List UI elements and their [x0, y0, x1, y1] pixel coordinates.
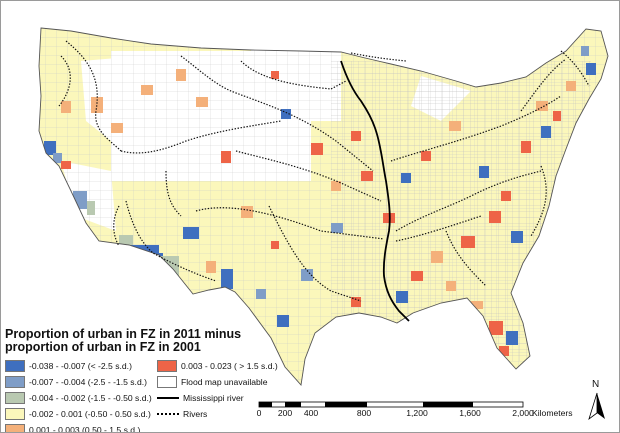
legend-title-line-2: proportion of urban in FZ in 2001	[5, 340, 201, 354]
legend-item: -0.002 - 0.001 (-0.50 - 0.50 s.d.)	[5, 406, 152, 422]
scale-label-1200: 1,200	[406, 408, 428, 418]
legend-swatch-white	[157, 376, 177, 388]
scale-label-200: 200	[277, 408, 293, 418]
river-network	[58, 40, 590, 302]
legend-item-label: -0.038 - -0.007 (< -2.5 s.d.)	[29, 361, 132, 371]
legend-item: 0.001 - 0.003 (0.50 - 1.5 s.d.)	[5, 422, 152, 433]
north-label: N	[592, 379, 600, 390]
legend-swatch-red-orange	[157, 360, 177, 372]
scale-label-800: 800	[356, 408, 372, 418]
legend-mississippi-label: Mississippi river	[183, 393, 244, 403]
scale-unit-label: Kilometers	[532, 408, 573, 418]
legend-swatch-light-blue	[5, 376, 25, 388]
legend-swatch-light-orange	[5, 424, 25, 432]
legend-item-label: -0.002 - 0.001 (-0.50 - 0.50 s.d.)	[29, 409, 151, 419]
legend-item-label: -0.007 - -0.004 (-2.5 - -1.5 s.d.)	[29, 377, 147, 387]
solid-line-icon	[157, 397, 179, 399]
dotted-line-icon	[157, 413, 179, 415]
scale-label-400: 400	[303, 408, 319, 418]
legend-item: 0.003 - 0.023 ( > 1.5 s.d.)	[157, 358, 278, 374]
legend-item: Flood map unavailable	[157, 374, 278, 390]
scale-label-2000: 2,000	[512, 408, 534, 418]
legend-item: -0.038 - -0.007 (< -2.5 s.d.)	[5, 358, 152, 374]
legend-rivers-label: Rivers	[183, 409, 208, 419]
legend-item-label: -0.004 - -0.002 (-1.5 - -0.50 s.d.)	[29, 393, 152, 403]
scale-label-1600: 1,600	[459, 408, 481, 418]
legend-item: -0.007 - -0.004 (-2.5 - -1.5 s.d.)	[5, 374, 152, 390]
scale-bar: 0 200 400 800 1,200 1,600 2,000 Kilomete…	[251, 401, 591, 431]
legend-title-line-1: Proportion of urban in FZ in 2011 minus	[5, 327, 242, 341]
legend-item-label: 0.003 - 0.023 ( > 1.5 s.d.)	[181, 361, 278, 371]
map-legend: Proportion of urban in FZ in 2011 minus …	[5, 328, 425, 432]
legend-item-label: 0.001 - 0.003 (0.50 - 1.5 s.d.)	[29, 425, 141, 433]
legend-column-left: -0.038 - -0.007 (< -2.5 s.d.) -0.007 - -…	[5, 358, 152, 433]
legend-item-label: Flood map unavailable	[181, 377, 268, 387]
scale-label-0: 0	[256, 408, 262, 418]
legend-item: -0.004 - -0.002 (-1.5 - -0.50 s.d.)	[5, 390, 152, 406]
legend-swatch-blue	[5, 360, 25, 372]
legend-swatch-pale-yellow	[5, 408, 25, 420]
legend-column-right: 0.003 - 0.023 ( > 1.5 s.d.) Flood map un…	[157, 358, 278, 422]
legend-title: Proportion of urban in FZ in 2011 minus …	[5, 328, 425, 354]
scale-bar-graphic	[258, 401, 524, 408]
legend-swatch-grey-green	[5, 392, 25, 404]
north-arrow-icon	[588, 392, 605, 421]
legend-item-rivers: Rivers	[157, 406, 278, 422]
legend-item-mississippi: Mississippi river	[157, 390, 278, 406]
mississippi-river	[340, 60, 410, 322]
north-arrow: N	[583, 379, 611, 423]
